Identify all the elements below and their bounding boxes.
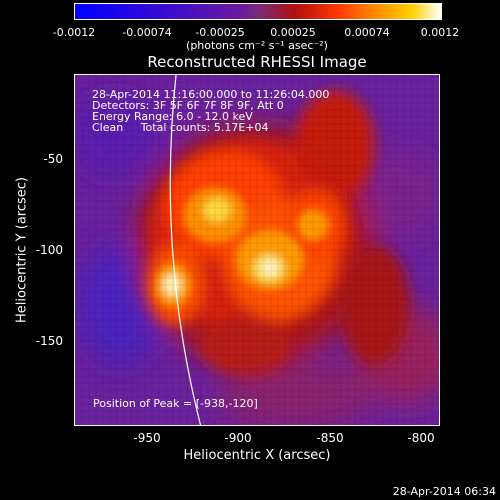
y-axis-label: Heliocentric Y (arcsec) xyxy=(14,177,30,323)
colorbar-tick: -0.00025 xyxy=(195,26,245,39)
colorbar-tick: -0.0012 xyxy=(52,26,96,39)
y-tick-label: -50 xyxy=(43,152,63,166)
solar-image xyxy=(75,75,439,425)
x-tick-label: -850 xyxy=(316,431,344,445)
x-tick-label: -800 xyxy=(407,431,435,445)
colorbar-tick: 0.00074 xyxy=(344,26,390,39)
peak-position-label: Position of Peak = [-938,-120] xyxy=(93,397,258,410)
colorbar xyxy=(74,3,442,20)
colorbar-unit: (photons cm⁻² s⁻¹ asec⁻²) xyxy=(186,39,328,52)
timestamp: 28-Apr-2014 06:34 xyxy=(392,485,496,498)
clean-counts-label: Clean Total counts: 5.17E+04 xyxy=(92,121,269,134)
x-axis-label: Heliocentric X (arcsec) xyxy=(183,448,331,463)
colorbar-tick: 0.0012 xyxy=(420,26,460,39)
image-title: Reconstructed RHESSI Image xyxy=(147,53,367,71)
time-range-label: 28-Apr-2014 11:16:00.000 to 11:26:04.000 xyxy=(92,88,330,101)
x-tick-label: -950 xyxy=(133,431,161,445)
y-tick-label: -100 xyxy=(35,243,63,257)
solar-limb-line xyxy=(169,75,202,425)
x-tick-label: -900 xyxy=(224,431,252,445)
detectors-label: Detectors: 3F 5F 6F 7F 8F 9F, Att 0 xyxy=(92,99,284,112)
y-tick-label: -150 xyxy=(35,334,63,348)
energy-range-label: Energy Range: 6.0 - 12.0 keV xyxy=(92,110,253,123)
solar-image-plot xyxy=(74,74,440,426)
colorbar-tick: 0.00025 xyxy=(270,26,316,39)
colorbar-tick: -0.00074 xyxy=(122,26,172,39)
